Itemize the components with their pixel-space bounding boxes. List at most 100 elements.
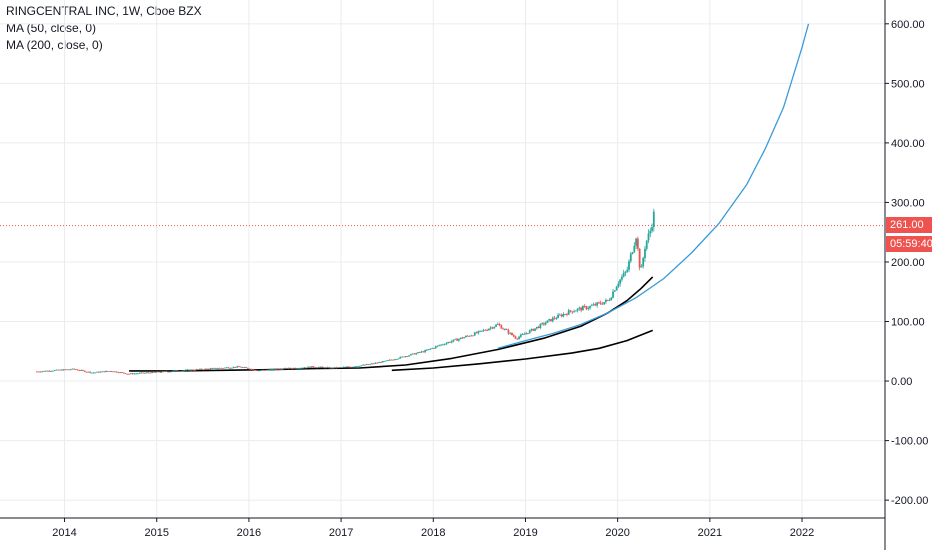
ma200-legend[interactable]: MA (200, close, 0) — [6, 38, 103, 52]
candle-body — [647, 233, 650, 241]
candle-body — [121, 372, 123, 373]
candle-body — [408, 355, 411, 357]
candle-body — [115, 371, 118, 373]
candle-body — [495, 324, 497, 327]
candle-body — [284, 368, 286, 369]
candle-body — [525, 333, 528, 334]
candle-body — [44, 370, 47, 372]
candle-body — [555, 318, 558, 319]
candle-body — [523, 333, 526, 335]
candle-body — [144, 372, 146, 374]
candle-body — [300, 367, 302, 369]
candle-body — [236, 366, 239, 368]
candle-body — [71, 368, 74, 370]
candle-body — [37, 371, 40, 373]
candle-body — [255, 370, 258, 371]
candle-body — [603, 302, 606, 305]
candle-body — [106, 370, 109, 372]
candle-body — [629, 253, 632, 262]
candle-body — [184, 369, 187, 371]
candle-body — [631, 252, 634, 254]
candle-body — [66, 369, 68, 371]
candle-body — [638, 248, 641, 268]
candle-body — [308, 366, 311, 368]
candle-body — [268, 369, 271, 371]
x-tick-label: 2017 — [329, 527, 353, 539]
candle-body — [232, 366, 235, 368]
candle-body — [378, 362, 380, 363]
candle-body — [452, 339, 455, 342]
candle-body — [316, 367, 318, 369]
candle-body — [475, 332, 478, 334]
candle-body — [402, 356, 405, 358]
candle-body — [486, 330, 489, 331]
candle-body — [259, 370, 262, 372]
candle-body — [619, 279, 622, 284]
candle-body — [99, 371, 102, 373]
candle-body — [649, 230, 652, 234]
candle-body — [505, 329, 508, 330]
candle-body — [417, 352, 419, 354]
candle-body — [35, 371, 38, 373]
candle-body — [218, 367, 221, 369]
candle-body — [562, 314, 565, 317]
candle-body — [183, 370, 185, 372]
candle-body — [87, 371, 90, 373]
symbol-title[interactable]: RINGCENTRAL INC, 1W, Cboe BZX — [6, 4, 202, 18]
candle-body — [652, 211, 655, 228]
candle-body — [413, 353, 416, 355]
candle-body — [149, 372, 152, 374]
candle-body — [293, 367, 295, 369]
candle-body — [571, 311, 574, 313]
candle-body — [321, 366, 324, 368]
candle-body — [266, 369, 269, 371]
candle-body — [351, 366, 354, 368]
candle-body — [323, 367, 325, 368]
candle-body — [140, 372, 143, 374]
candle-body — [254, 369, 256, 371]
candle-body — [301, 367, 304, 369]
projection-curve — [497, 23, 810, 349]
candle-body — [612, 291, 614, 298]
candle-body — [335, 367, 338, 369]
candle-body — [89, 371, 91, 373]
ma50-legend[interactable]: MA (50, close, 0) — [6, 21, 97, 35]
candle-body — [250, 368, 253, 370]
candle-body — [204, 368, 207, 370]
candle-body — [62, 369, 65, 371]
candle-body — [74, 369, 77, 371]
candle-body — [206, 368, 208, 370]
candle-body — [376, 362, 379, 364]
y-tick-label: -200.00 — [891, 495, 928, 507]
candle-body — [112, 371, 115, 373]
candle-body — [539, 323, 542, 329]
candle-body — [82, 370, 84, 371]
candle-body — [168, 371, 171, 373]
candle-body — [324, 367, 327, 369]
candle-body — [55, 369, 58, 371]
candle-body — [314, 367, 317, 368]
candle-body — [216, 368, 219, 370]
candle-body — [628, 261, 630, 270]
candle-body — [222, 368, 224, 369]
candle-body — [346, 366, 349, 368]
candle-body — [624, 271, 627, 273]
x-tick-label: 2018 — [421, 527, 445, 539]
candle-body — [156, 371, 159, 373]
candle-body — [69, 369, 72, 371]
candle-body — [277, 368, 279, 370]
candle-body — [427, 349, 430, 350]
candle-body — [606, 299, 609, 301]
candle-body — [418, 352, 421, 353]
candle-body — [599, 302, 602, 304]
last-price-tag: 261.00 — [886, 216, 932, 233]
candle-body — [310, 366, 313, 368]
candle-body — [363, 364, 366, 366]
candle-body — [582, 306, 584, 311]
candle-body — [332, 367, 334, 369]
candle-body — [227, 367, 230, 369]
candle-body — [567, 310, 570, 315]
candle-body — [436, 345, 439, 347]
candle-body — [509, 332, 512, 334]
